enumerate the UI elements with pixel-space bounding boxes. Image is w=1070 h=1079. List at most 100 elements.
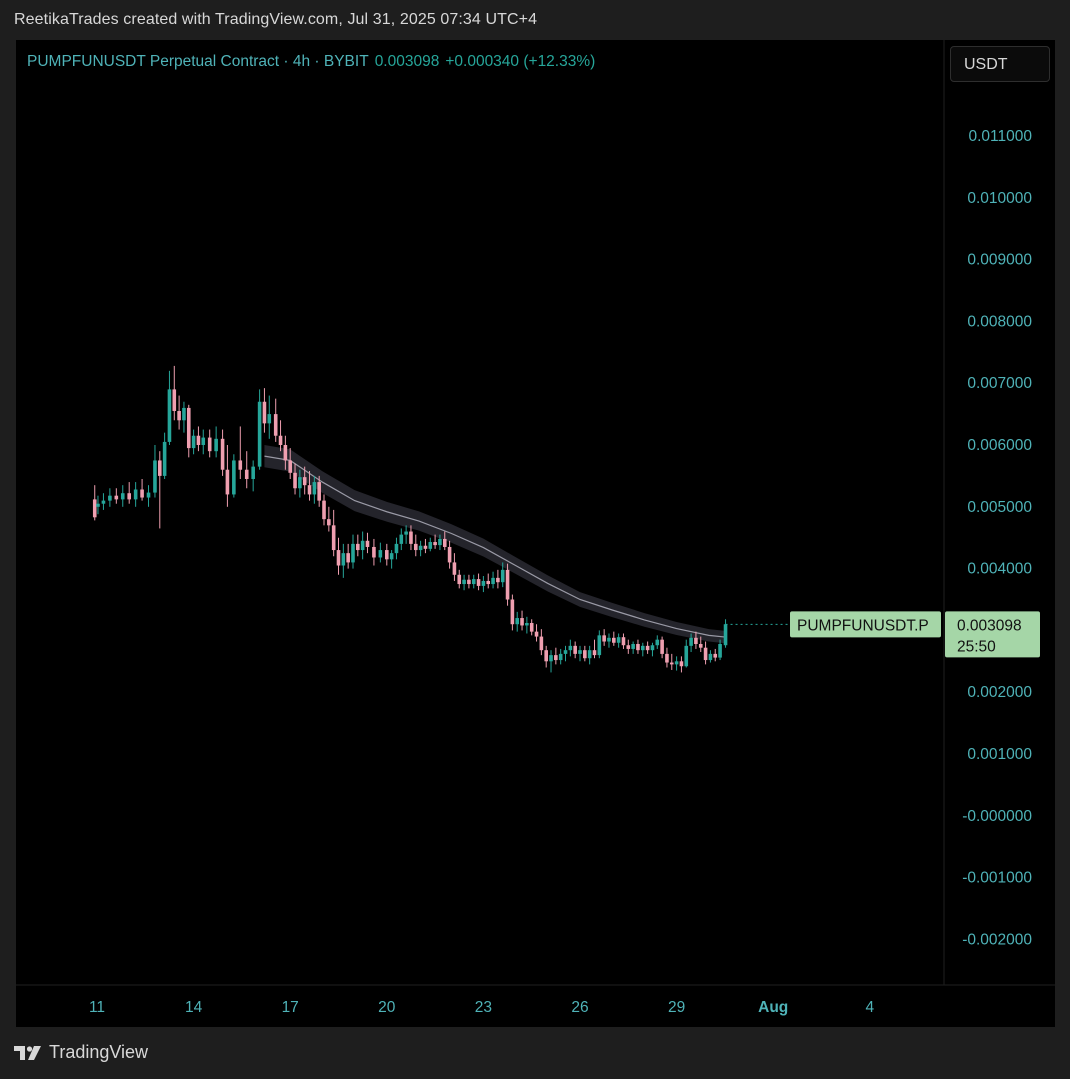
candle-body	[491, 577, 495, 585]
candle	[182, 401, 186, 433]
candle-body	[404, 531, 408, 535]
candle	[563, 645, 568, 662]
candle-body	[636, 643, 640, 651]
y-tick-label: 0.006000	[967, 437, 1032, 454]
candle	[674, 656, 679, 671]
candle	[578, 645, 582, 662]
x-tick-label: Aug	[758, 999, 788, 1016]
candle	[607, 633, 611, 648]
candle	[244, 451, 249, 489]
candle	[327, 506, 331, 532]
candle	[360, 531, 365, 560]
candle-body	[244, 469, 249, 479]
candle-body	[626, 645, 631, 649]
candle	[399, 528, 404, 551]
candle-body	[442, 538, 447, 547]
candle	[500, 562, 505, 588]
candle-body	[201, 437, 206, 445]
candle	[356, 534, 360, 557]
candle-body	[96, 503, 100, 507]
candle	[549, 650, 553, 673]
candle-body	[655, 639, 660, 646]
symbol-tag-label: PUMPFUNUSDT.P	[797, 617, 929, 634]
candle	[172, 365, 177, 421]
candle-body	[520, 618, 524, 626]
symbol-header[interactable]: PUMPFUNUSDT Perpetual Contract · 4h · BY…	[27, 53, 595, 71]
candle	[442, 531, 447, 551]
candle	[708, 650, 713, 663]
candle-body	[650, 645, 655, 651]
candle	[273, 398, 278, 442]
candle-body	[92, 499, 97, 518]
candle-body	[307, 485, 312, 495]
candle	[592, 639, 597, 659]
candle	[220, 429, 225, 476]
candle-body	[703, 647, 708, 661]
candle-body	[573, 645, 577, 654]
candle	[404, 525, 408, 544]
chart-attribution: ReetikaTrades created with TradingView.c…	[14, 11, 538, 28]
candle	[346, 543, 350, 569]
candle	[568, 639, 573, 657]
candle	[283, 435, 288, 470]
candle-body	[418, 545, 423, 551]
candle	[317, 475, 321, 507]
candle	[713, 648, 718, 662]
candle-body	[298, 477, 302, 489]
candle	[447, 540, 452, 569]
tradingview-brand[interactable]: TradingView	[14, 1042, 148, 1063]
candle-body	[409, 531, 413, 544]
candle-body	[114, 495, 119, 500]
candle	[307, 470, 312, 501]
candle	[257, 389, 262, 470]
candle	[698, 636, 703, 653]
currency-button[interactable]: USDT	[950, 46, 1050, 82]
y-tick-label: 0.009000	[967, 252, 1032, 269]
candle	[433, 534, 437, 549]
y-tick-label: 0.008000	[967, 313, 1032, 330]
x-tick-label: 17	[282, 999, 299, 1016]
candle-body	[674, 661, 679, 665]
candle-body	[583, 650, 587, 659]
y-tick-label: -0.000000	[962, 808, 1032, 825]
candle	[153, 445, 157, 498]
candle-body	[669, 662, 674, 665]
candle	[127, 482, 131, 504]
candle-body	[529, 622, 534, 632]
candle-body	[283, 445, 288, 461]
symbol-tag-box	[790, 611, 941, 638]
candle-body	[713, 653, 718, 658]
candle	[631, 641, 635, 654]
candle	[597, 630, 602, 659]
price-axis: 0.011000 0.010000 0.009000 0.008000 0.007000…	[962, 128, 1032, 948]
candle-body	[433, 542, 437, 546]
candle-body	[587, 650, 592, 659]
candle	[96, 495, 100, 515]
candle-body	[162, 441, 167, 476]
candle-body	[317, 482, 321, 501]
candle-body	[510, 599, 515, 625]
candle	[452, 553, 457, 581]
candle-body	[341, 553, 346, 566]
candle	[394, 537, 399, 560]
moving-average-band	[264, 445, 727, 644]
y-tick-label: -0.001000	[962, 870, 1032, 887]
candle-body	[172, 389, 177, 412]
candle	[413, 534, 418, 557]
chart-panel[interactable]: 0.011000 0.010000 0.009000 0.008000 0.007000…	[16, 40, 1055, 1027]
candle-body	[146, 492, 151, 498]
candle-body	[302, 477, 307, 486]
candle	[669, 653, 674, 670]
candle-body	[196, 435, 201, 445]
candle-body	[607, 637, 611, 642]
band-fill	[264, 445, 727, 644]
candlestick-chart[interactable]: 0.011000 0.010000 0.009000 0.008000 0.007000…	[16, 40, 1055, 1027]
candle	[196, 426, 201, 452]
candle	[302, 466, 307, 495]
candle	[372, 538, 376, 566]
candle	[191, 429, 196, 455]
x-tick-label: 23	[475, 999, 492, 1016]
candle-body	[645, 645, 650, 651]
candle	[423, 538, 428, 554]
candle	[101, 493, 106, 510]
